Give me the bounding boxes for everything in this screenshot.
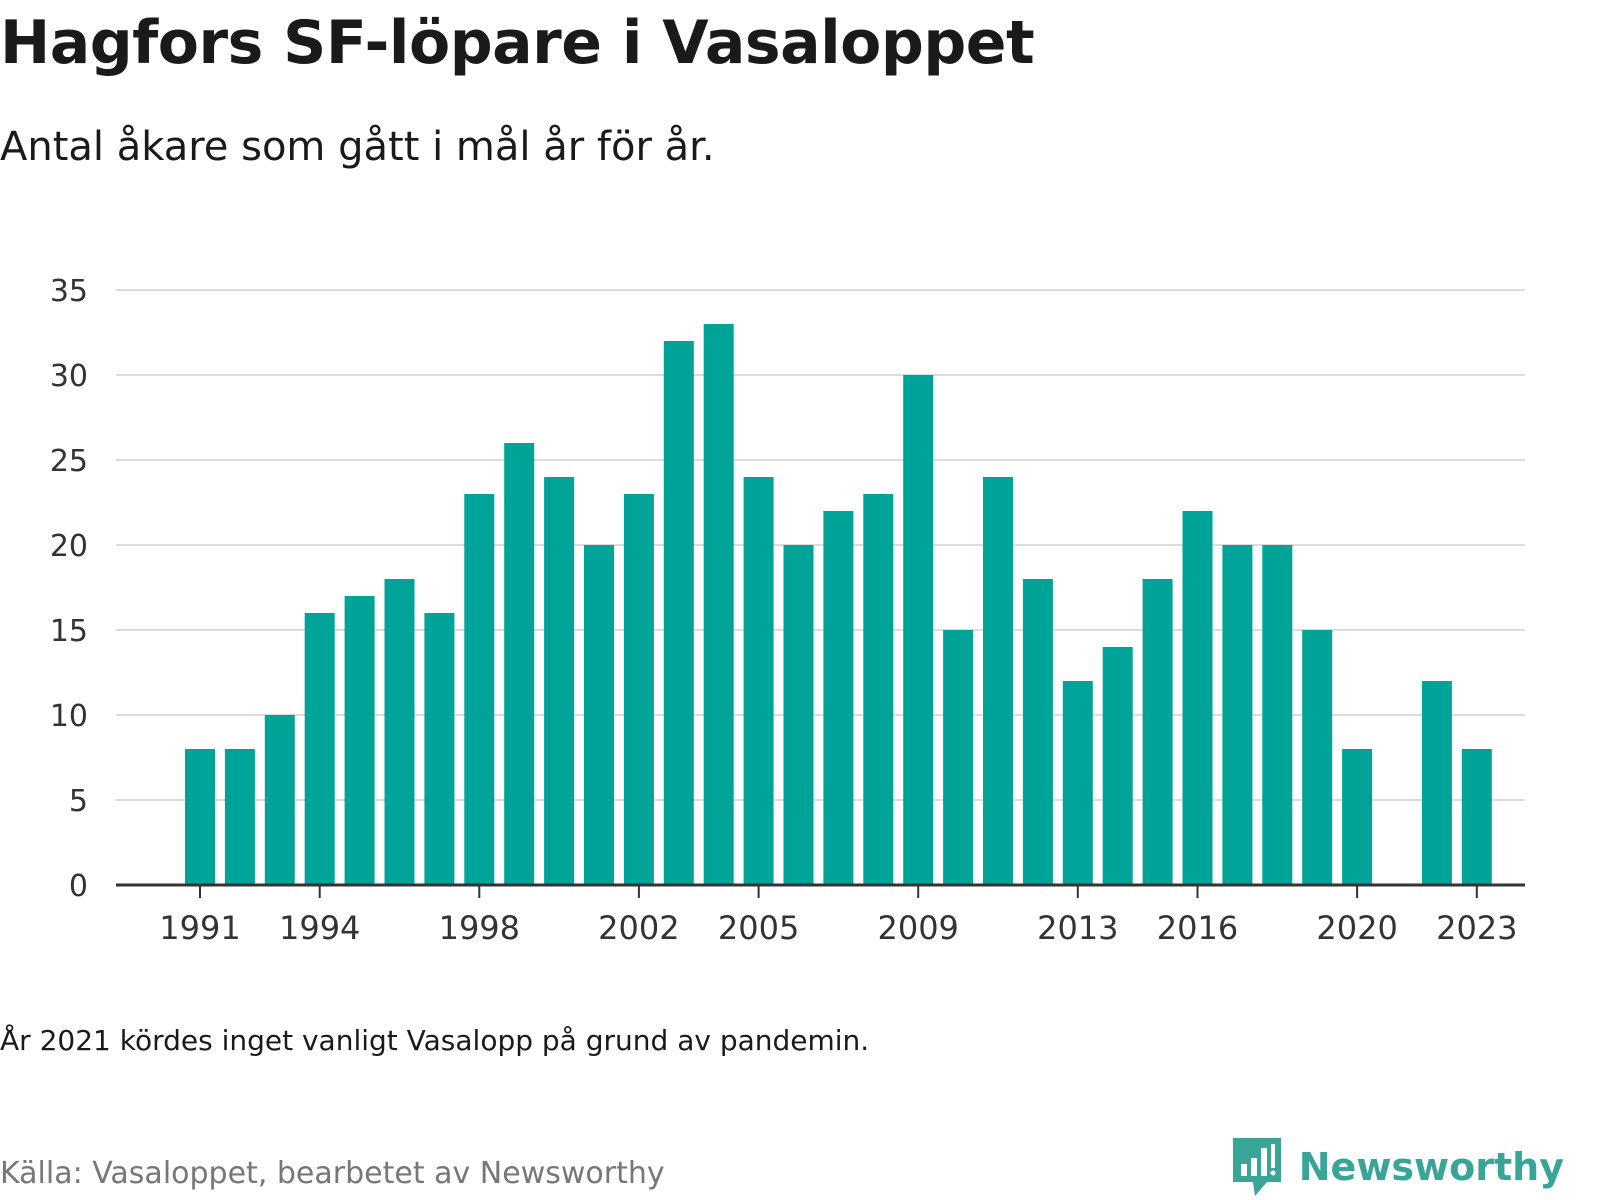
bar-2008 <box>863 494 894 885</box>
y-tick-label: 15 <box>50 614 88 649</box>
bar-2011 <box>983 477 1013 885</box>
bar-2001 <box>584 545 614 885</box>
bar-1995 <box>344 596 375 885</box>
bar-2014 <box>1102 647 1133 885</box>
x-tick-label: 1998 <box>439 909 520 947</box>
source-text: Källa: Vasaloppet, bearbetet av Newswort… <box>0 1156 665 1191</box>
chart-title: Hagfors SF-löpare i Vasaloppet <box>0 8 1035 78</box>
newsworthy-logo: Newsworthy <box>1231 1136 1564 1198</box>
y-axis-ticks: 0 5 10 15 20 25 30 35 <box>50 274 88 904</box>
bar-2007 <box>823 511 854 885</box>
y-tick-label: 0 <box>69 869 88 904</box>
bar-1993 <box>264 715 295 885</box>
x-tick-label: 2020 <box>1316 909 1397 947</box>
bar-2023 <box>1461 749 1492 885</box>
bar-chart: 0 5 10 15 20 25 30 35 1991 1994 1998 2002 2005 2009 2… <box>50 274 1525 947</box>
x-tick-label: 2009 <box>877 909 958 947</box>
bar-2018 <box>1262 545 1293 885</box>
bar-2005 <box>743 477 774 885</box>
bar-chart-bubble-icon <box>1232 1138 1281 1196</box>
x-tick-label: 2023 <box>1436 909 1517 947</box>
bar-1992 <box>224 749 255 885</box>
bar-1991 <box>185 749 215 885</box>
bar-1997 <box>424 613 455 885</box>
bar-2009 <box>903 375 934 885</box>
y-tick-label: 5 <box>69 784 88 819</box>
bar-2012 <box>1022 579 1053 885</box>
brand-name: Newsworthy <box>1298 1145 1564 1189</box>
x-tick-label: 1991 <box>159 909 240 947</box>
y-tick-label: 10 <box>50 699 88 734</box>
y-tick-label: 25 <box>50 444 88 479</box>
x-tick-label: 2016 <box>1157 909 1238 947</box>
chart-note: År 2021 kördes inget vanligt Vasalopp på… <box>0 1024 870 1057</box>
bar-2017 <box>1222 545 1253 885</box>
x-tick-label: 2005 <box>718 909 799 947</box>
bar-2019 <box>1302 630 1333 885</box>
y-tick-label: 30 <box>50 359 88 394</box>
y-tick-label: 35 <box>50 274 88 309</box>
bar-2000 <box>544 477 575 885</box>
bar-2015 <box>1142 579 1173 885</box>
bar-2004 <box>703 324 734 885</box>
bar-2010 <box>943 630 974 885</box>
bar-2022 <box>1421 681 1452 885</box>
x-axis: 1991 1994 1998 2002 2005 2009 2013 2016 2020 2023 <box>116 883 1525 947</box>
x-tick-label: 2002 <box>598 909 679 947</box>
y-tick-label: 20 <box>50 529 88 564</box>
bar-2002 <box>623 494 654 885</box>
bar-1998 <box>464 494 495 885</box>
bar-1996 <box>384 579 415 885</box>
bar-2006 <box>783 545 814 885</box>
bar-1999 <box>504 443 535 885</box>
bar-1994 <box>304 613 335 885</box>
chart-subtitle: Antal åkare som gått i mål år för år. <box>0 124 715 170</box>
bars <box>185 324 1492 885</box>
bar-2020 <box>1342 749 1373 885</box>
bar-2013 <box>1062 681 1093 885</box>
x-tick-label: 1994 <box>279 909 360 947</box>
x-tick-label: 2013 <box>1037 909 1118 947</box>
bar-2003 <box>663 341 694 885</box>
bar-2016 <box>1182 511 1213 885</box>
